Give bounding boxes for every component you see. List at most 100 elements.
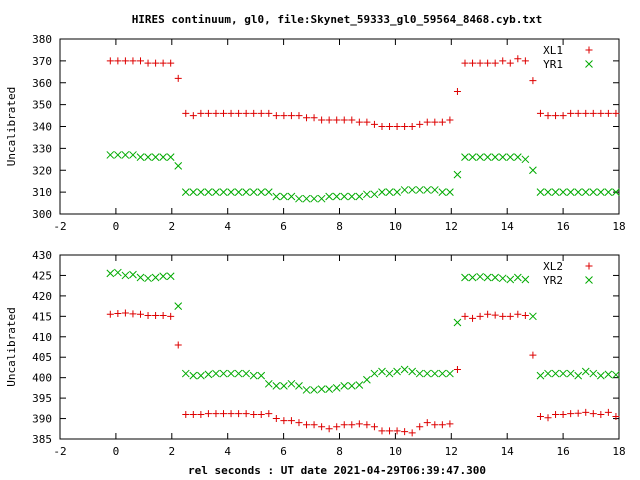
data-point (280, 417, 288, 425)
data-point (612, 109, 620, 117)
data-point (567, 410, 575, 418)
y-tick-label: 385 (32, 433, 52, 446)
data-point (121, 309, 129, 317)
data-point (204, 410, 212, 418)
data-point (204, 188, 213, 196)
y-tick-label: 405 (32, 351, 52, 364)
data-point (166, 272, 175, 281)
data-point (340, 381, 349, 390)
data-point (106, 269, 115, 278)
data-point (287, 192, 296, 201)
data-point (544, 414, 552, 422)
x-tick-label: 8 (336, 220, 343, 233)
data-point (197, 410, 205, 418)
data-point (340, 116, 348, 124)
data-point (129, 151, 137, 159)
data-point (378, 367, 386, 376)
data-point (612, 188, 620, 196)
data-point (144, 274, 152, 283)
data-point (106, 151, 115, 159)
data-point (408, 123, 416, 130)
data-point (559, 188, 567, 196)
data-point (166, 153, 175, 161)
data-point (257, 410, 265, 418)
data-point (446, 420, 454, 428)
data-point (136, 57, 144, 65)
data-point (453, 365, 461, 373)
data-point (596, 371, 605, 380)
data-point (317, 194, 326, 203)
data-point (438, 188, 447, 196)
data-point (303, 421, 311, 429)
data-point (197, 371, 205, 380)
plot-panel-2: -2 0 2 4 6 8 10 12 14 16 18 385 390 395 400 405 410 415 42… (5, 249, 626, 458)
data-point (430, 186, 439, 194)
data-point (272, 415, 280, 423)
data-point (303, 114, 311, 122)
data-point (280, 192, 288, 201)
data-point (476, 59, 484, 67)
data-point (581, 188, 590, 196)
data-point (521, 275, 530, 284)
x-axis-label: rel seconds : UT date 2021-04-29T06:39:4… (188, 464, 486, 477)
data-point (325, 116, 333, 124)
data-point (431, 118, 439, 126)
data-point (333, 116, 341, 124)
x-tick-label: 2 (168, 220, 175, 233)
data-point (551, 188, 560, 196)
data-point (189, 112, 197, 120)
data-point (370, 120, 378, 128)
data-point (461, 153, 469, 161)
y-tick-label: 320 (32, 164, 52, 177)
data-point (234, 369, 243, 378)
data-point (469, 59, 477, 67)
x-tick-label: 4 (224, 220, 231, 233)
data-point (438, 421, 446, 429)
data-point (574, 409, 582, 417)
data-point (340, 421, 348, 429)
data-point (400, 365, 409, 374)
data-point (506, 312, 514, 320)
data-point (544, 188, 552, 196)
data-point (416, 423, 424, 431)
data-point (114, 151, 122, 159)
data-point (536, 188, 545, 196)
data-point (559, 112, 567, 120)
data-point (295, 194, 303, 203)
data-point (446, 369, 454, 378)
series-XL2 (106, 309, 620, 437)
data-point (220, 109, 228, 117)
data-point (468, 273, 477, 282)
data-point (484, 310, 492, 318)
data-point (385, 369, 394, 378)
data-point (242, 109, 250, 117)
legend-marker (585, 46, 593, 54)
data-point (491, 273, 500, 282)
data-point (287, 112, 295, 120)
data-point (566, 188, 575, 196)
data-point (408, 429, 416, 437)
data-point (378, 123, 386, 130)
data-point (574, 109, 582, 117)
data-point (167, 312, 175, 320)
data-point (325, 192, 334, 201)
data-point (498, 153, 507, 161)
data-point (566, 369, 575, 378)
data-point (219, 188, 228, 196)
data-point (212, 410, 220, 418)
data-point (370, 190, 379, 199)
data-point (529, 77, 537, 85)
data-point (567, 109, 575, 117)
data-point (189, 410, 197, 418)
data-point (604, 188, 613, 196)
data-point (612, 413, 620, 421)
data-point (121, 271, 130, 280)
data-point (136, 153, 145, 161)
data-point (499, 312, 507, 320)
x-tick-label: 4 (224, 445, 231, 458)
data-point (144, 59, 152, 67)
data-point (559, 369, 567, 378)
data-point (257, 109, 265, 117)
data-point (212, 369, 220, 378)
x-tick-label: 18 (612, 220, 625, 233)
